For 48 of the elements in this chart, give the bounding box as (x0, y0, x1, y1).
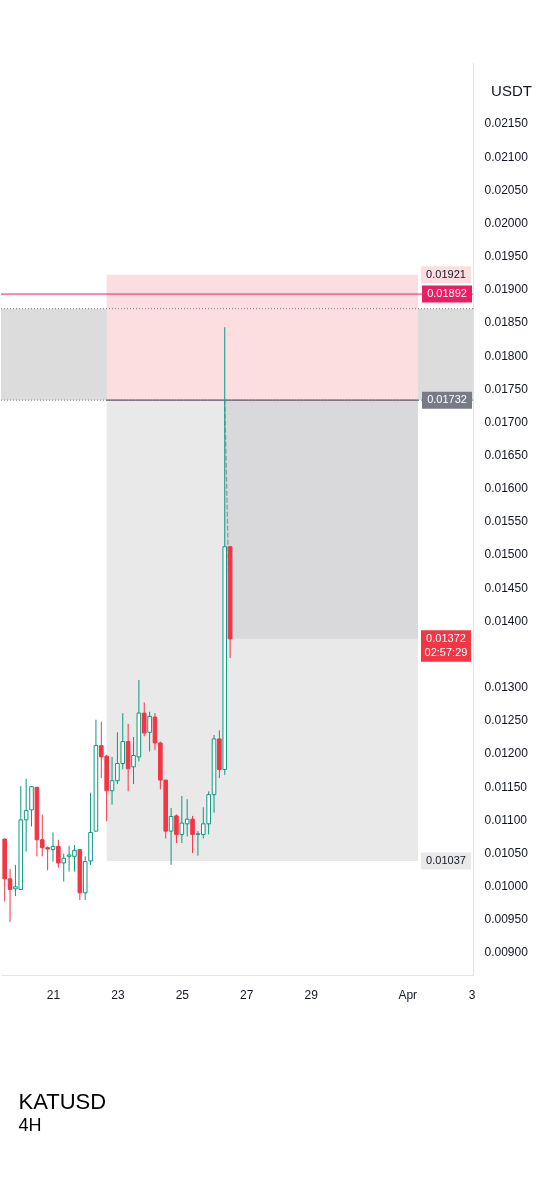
y-tick-label: 0.01400 (484, 613, 529, 628)
candlestick (168, 807, 174, 866)
y-tick-label: 0.01450 (484, 580, 529, 595)
y-tick-label: 0.00950 (484, 912, 529, 927)
y-tick-label: 0.01750 (484, 381, 529, 396)
text: KATUSD (18, 1089, 107, 1114)
annotation: 0.01372 (426, 631, 466, 644)
y-axis-title: USDT (491, 81, 532, 99)
x-tick-label: 23 (111, 987, 125, 1002)
annotation: 02:57:29 (424, 645, 468, 658)
annotation: 0.01037 (426, 853, 466, 866)
y-tick-label: 0.01200 (484, 746, 529, 761)
y-tick-label: 0.01800 (484, 348, 529, 363)
y-tick-label: 0.02050 (484, 182, 529, 197)
y-tick-label: 0.02000 (484, 215, 529, 230)
x-tick-label: 25 (175, 987, 190, 1002)
y-tick-label: 0.01900 (484, 282, 529, 297)
y-tick-label: 0.01650 (484, 448, 529, 463)
y-tick-label: 0.02150 (484, 116, 529, 131)
candlestick (141, 701, 147, 737)
y-tick-label: 0.01550 (484, 514, 529, 529)
annotation: 0.01921 (426, 267, 466, 280)
candlestick (56, 839, 61, 869)
y-tick-label: 0.01950 (484, 249, 529, 264)
y-tick-label: 0.01100 (484, 812, 528, 827)
x-tick-label: 3 (468, 987, 476, 1002)
y-tick-label: 0.01500 (484, 547, 529, 562)
ref-line-label: 0.01892 (427, 287, 467, 300)
x-tick-label: Apr (398, 987, 418, 1002)
y-tick-label: 0.01000 (484, 878, 529, 893)
y-tick-label: 0.01050 (484, 845, 529, 860)
y-tick-label: 0.00900 (484, 945, 529, 960)
y-tick-label: 0.01850 (484, 315, 529, 330)
y-tick-label: 0.01600 (484, 481, 529, 496)
y-tick-label: 0.01250 (484, 713, 529, 728)
y-tick-label: 0.01150 (484, 779, 528, 794)
candlestick (174, 814, 179, 844)
x-tick-label: 21 (46, 987, 61, 1002)
text: 4H (18, 1115, 42, 1135)
ref-line-label: 0.01732 (427, 393, 467, 406)
y-tick-label: 0.01300 (484, 680, 529, 695)
candlestick (190, 815, 195, 854)
y-tick-label: 0.01700 (484, 414, 529, 429)
candlestick (147, 711, 152, 753)
y-tick-label: 0.02100 (484, 149, 529, 164)
candlestick (61, 853, 67, 883)
x-tick-label: 27 (240, 987, 254, 1002)
x-tick-label: 29 (304, 987, 319, 1002)
